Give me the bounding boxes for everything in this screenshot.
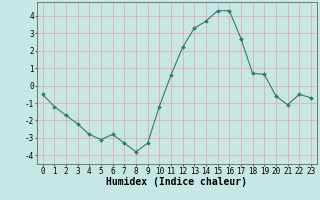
X-axis label: Humidex (Indice chaleur): Humidex (Indice chaleur) (106, 177, 247, 187)
